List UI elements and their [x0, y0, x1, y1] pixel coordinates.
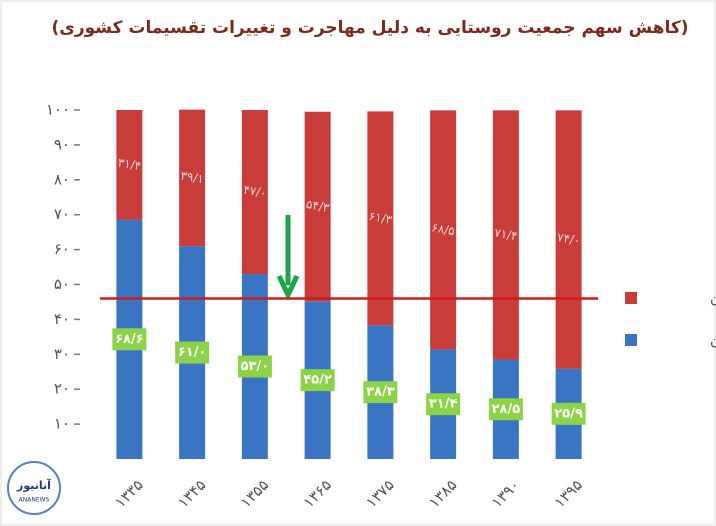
y-tick-label: ۹۰: [54, 135, 70, 153]
y-tick-label: ۷۰: [54, 205, 70, 223]
legend-label: روستانشین: [710, 332, 716, 348]
legend-swatch: [625, 334, 637, 346]
y-tick-label: ۸۰: [54, 170, 70, 188]
value-label-box: [363, 381, 398, 404]
value-label: ۲۵/۹: [554, 406, 583, 421]
value-label-box: [300, 369, 335, 392]
value-label-box: [237, 355, 272, 378]
bar-segment: [304, 111, 331, 302]
value-label-box: [426, 393, 461, 416]
y-tick-label: ۵۰: [54, 275, 70, 293]
legend-swatch: [625, 292, 637, 304]
value-label: ۳۹/۱: [179, 168, 204, 186]
bar-segment: [241, 110, 268, 275]
value-label: ۶۸/۶: [115, 332, 144, 347]
value-label: ۷۴/۰: [556, 230, 581, 248]
y-tick-label: ۱۰: [54, 415, 70, 433]
bar-segment: [116, 110, 143, 220]
chart-title: (کاهش سهم جمعیت روستایی به دلیل مهاجرت و…: [51, 18, 688, 38]
bar-segment: [492, 110, 519, 360]
logo-text: آنانیوز: [16, 478, 51, 492]
y-tick-label: ۴۰: [54, 310, 70, 328]
legend-label: شهرنشین: [710, 290, 716, 306]
value-label: ۴۷/۰: [242, 183, 267, 201]
arrow: [276, 215, 300, 301]
value-label: ۲۸/۵: [492, 402, 521, 417]
y-tick-label: ۳۰: [54, 345, 70, 363]
logo-latin: ANANEWS: [19, 497, 50, 504]
y-tick-label: ۶۰: [54, 240, 70, 258]
value-label: ۳۱/۴: [429, 397, 458, 412]
y-tick-label: ۱۰۰: [46, 101, 70, 119]
value-label: ۴۵/۲: [303, 373, 332, 388]
value-label-box: [175, 341, 210, 364]
value-label: ۶۱/۳: [368, 209, 394, 227]
logo-circle: [7, 461, 61, 515]
value-label: ۳۱/۴: [117, 155, 142, 173]
y-tick-label: ۲۰: [54, 380, 70, 398]
value-label: ۶۱/۰: [178, 345, 207, 360]
value-label: ۷۱/۴: [493, 226, 518, 244]
value-label: ۳۸/۳: [366, 385, 395, 400]
value-label: ۵۳/۰: [241, 359, 270, 374]
value-label-box: [551, 402, 586, 425]
value-label-box: [112, 328, 147, 351]
value-label-box: [488, 398, 523, 421]
bar-segment: [555, 110, 582, 369]
bar-segment: [367, 111, 394, 326]
bar-segment: [430, 110, 457, 350]
bar-segment: [179, 109, 206, 247]
value-label: ۵۴/۳: [305, 197, 331, 215]
value-label: ۶۸/۵: [430, 220, 455, 238]
